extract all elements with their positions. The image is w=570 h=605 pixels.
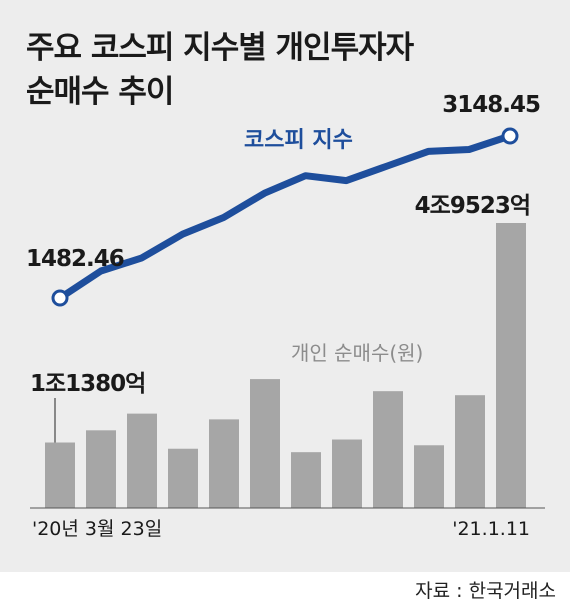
chart: 1482.46 3148.45 코스피 지수 4조9523억 개인 순매수(원)… — [26, 92, 545, 540]
bar-start-value-label: 1조1380억 — [30, 371, 145, 397]
x-axis-end-label: '21.1.11 — [452, 518, 530, 540]
x-axis-start-label: '20년 3월 23일 — [32, 518, 162, 540]
net-buy-bar — [250, 379, 280, 508]
net-buy-bar — [455, 395, 485, 508]
kospi-series-label: 코스피 지수 — [244, 128, 353, 153]
net-buy-bar — [373, 391, 403, 508]
net-buy-bar — [127, 413, 157, 508]
net-buy-series-label: 개인 순매수(원) — [291, 341, 423, 365]
kospi-start-value-label: 1482.46 — [26, 246, 124, 272]
net-buy-bar — [291, 452, 321, 508]
chart-title-line-2: 순매수 추이 — [26, 74, 174, 110]
net-buy-bar — [496, 223, 526, 508]
bar-end-value-label: 4조9523억 — [415, 193, 530, 219]
kospi-start-point — [51, 289, 69, 307]
source-note: 자료 : 한국거래소 — [415, 580, 556, 602]
net-buy-bar — [414, 445, 444, 508]
bar-series — [45, 223, 526, 508]
net-buy-bar — [86, 430, 116, 508]
net-buy-bar — [209, 419, 239, 508]
net-buy-bar — [332, 439, 362, 508]
kospi-line — [56, 132, 514, 302]
kospi-end-value-label: 3148.45 — [442, 92, 540, 118]
net-buy-bar — [45, 442, 75, 508]
kospi-end-point — [501, 127, 519, 145]
net-buy-bar — [168, 448, 198, 508]
chart-title-line-1: 주요 코스피 지수별 개인투자자 — [26, 30, 414, 66]
